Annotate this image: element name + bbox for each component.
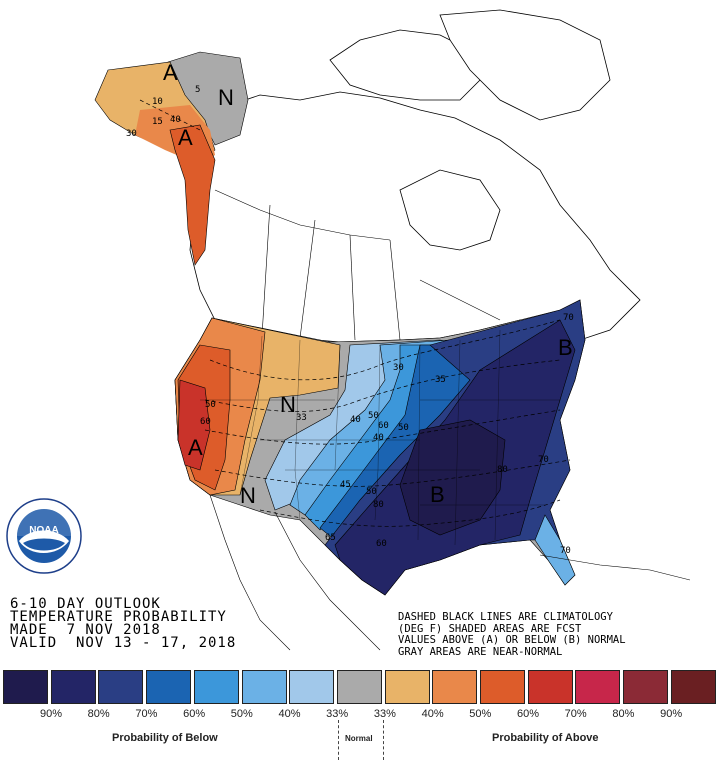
- mexico-outline: [209, 494, 691, 651]
- alaska-above-60: [169, 124, 216, 266]
- contour-label: 5: [195, 85, 200, 95]
- ak-a-top-label: A: [163, 60, 178, 85]
- contour-label: 60: [378, 421, 389, 431]
- legend-percent-label: 60%: [183, 708, 206, 720]
- legend-swatch: [98, 670, 144, 704]
- legend-percent-label: 70%: [135, 708, 158, 720]
- map-notes: DASHED BLACK LINES ARE CLIMATOLOGY (DEG F…: [398, 611, 626, 658]
- legend-normal-divider-left: [338, 720, 339, 760]
- contour-label: 10: [152, 97, 163, 107]
- contour-label: 70: [563, 313, 574, 323]
- legend-swatch: [193, 670, 239, 704]
- contour-label: 65: [325, 533, 336, 543]
- legend-percent-label: 90%: [660, 708, 683, 720]
- contour-label: 70: [538, 455, 549, 465]
- legend-swatch: [432, 670, 478, 704]
- outlook-map: A N A A N N B B 10 5 15 40 30 50 60 30 3…: [94, 9, 691, 651]
- legend-percent-label: 90%: [39, 708, 63, 720]
- contour-label: 50: [366, 487, 377, 497]
- note-line: VALUES ABOVE (A) OR BELOW (B) NORMAL: [398, 634, 626, 646]
- contour-label: 50: [398, 423, 409, 433]
- contour-label: 40: [373, 433, 384, 443]
- outlook-subtitle: TEMPERATURE PROBABILITY: [10, 609, 227, 625]
- legend-percent-label: 50%: [469, 708, 492, 720]
- contour-label: 15: [152, 117, 163, 127]
- legend-swatch: [289, 670, 335, 704]
- canada-outline: [189, 9, 641, 343]
- legend-swatch: [336, 670, 382, 704]
- outlook-title: 6-10 DAY OUTLOOK: [10, 596, 161, 612]
- outlook-valid-dates: VALID NOV 13 - 17, 2018: [10, 635, 237, 651]
- contour-label: 35: [435, 375, 446, 385]
- legend-swatch: [623, 670, 669, 704]
- west-above-70: [177, 379, 211, 471]
- contour-label: 80: [373, 500, 384, 510]
- contour-label: 30: [126, 129, 137, 139]
- region-letters: A N A A N N B B: [163, 60, 573, 508]
- contour-label: 60: [376, 539, 387, 549]
- contour-label: 40: [350, 415, 361, 425]
- legend-percent-label: 80%: [87, 708, 110, 720]
- contour-label: 60: [200, 417, 211, 427]
- florida-below-50: [534, 514, 576, 586]
- legend-swatch: [3, 670, 48, 704]
- contour-labels: 10 5 15 40 30 50 60 30 35 33 40 50 60 50…: [126, 85, 574, 556]
- province-borders: [214, 189, 501, 341]
- plains-n-label: N: [280, 392, 296, 417]
- contour-label: 45: [340, 480, 351, 490]
- legend-percent-label: 50%: [230, 708, 253, 720]
- legend-normal-divider-right: [383, 720, 384, 760]
- legend-percent-label: 40%: [278, 708, 301, 720]
- contour-label: 50: [205, 400, 216, 410]
- legend-percent-label: 80%: [612, 708, 635, 720]
- contour-label: 30: [393, 363, 404, 373]
- legend-swatch: [50, 670, 96, 704]
- contour-label: 70: [560, 546, 571, 556]
- note-line: GRAY AREAS ARE NEAR-NORMAL: [398, 645, 563, 658]
- outlook-caption: 6-10 DAY OUTLOOK TEMPERATURE PROBABILITY M…: [10, 596, 237, 651]
- contour-label: 80: [497, 465, 508, 475]
- legend-swatch: [670, 670, 716, 704]
- legend-above-title: Probability of Above: [492, 732, 599, 744]
- contour-label: 33: [296, 413, 307, 423]
- state-lines: [200, 329, 560, 546]
- legend-swatch: [480, 670, 525, 704]
- legend-percent-label: 33%: [373, 708, 396, 720]
- note-line: (DEG F) SHADED AREAS ARE FCST: [398, 622, 582, 635]
- legend-swatch: [146, 670, 192, 704]
- climatology-lines: [139, 99, 571, 527]
- east-b-label: B: [430, 482, 445, 507]
- ne-b-label: B: [558, 335, 573, 360]
- legend-normal-title: Normal: [345, 734, 373, 743]
- ak-a-label: A: [178, 125, 193, 150]
- legend-percent-label: 33%: [326, 708, 349, 720]
- noaa-logo-text: NOAA: [29, 525, 58, 536]
- contour-label: 50: [368, 411, 379, 421]
- legend-percent-label: 40%: [421, 708, 444, 720]
- note-line: DASHED BLACK LINES ARE CLIMATOLOGY: [398, 611, 613, 623]
- west-n-label: N: [240, 483, 256, 508]
- legend-swatch: [241, 670, 287, 704]
- legend-swatch: [575, 670, 621, 704]
- legend-swatch: [384, 670, 430, 704]
- legend-percent-label: 60%: [516, 708, 540, 720]
- contour-label: 40: [170, 115, 181, 125]
- ak-n-label: N: [218, 85, 234, 110]
- noaa-logo: NOAA: [6, 498, 82, 574]
- alaska: [94, 51, 249, 266]
- conus: [174, 299, 586, 596]
- legend-swatch: [527, 670, 573, 704]
- outlook-made-date: MADE 7 NOV 2018: [10, 622, 161, 638]
- probability-legend: 90% 80% 70% 60% 50% 40% 33% 33% 40% 50% 60% 70% 80% 9…: [0, 670, 719, 760]
- east-below-90: [399, 419, 506, 536]
- legend-percent-label: 70%: [564, 708, 587, 720]
- west-a-label: A: [188, 435, 203, 460]
- legend-below-title: Probability of Below: [112, 732, 218, 744]
